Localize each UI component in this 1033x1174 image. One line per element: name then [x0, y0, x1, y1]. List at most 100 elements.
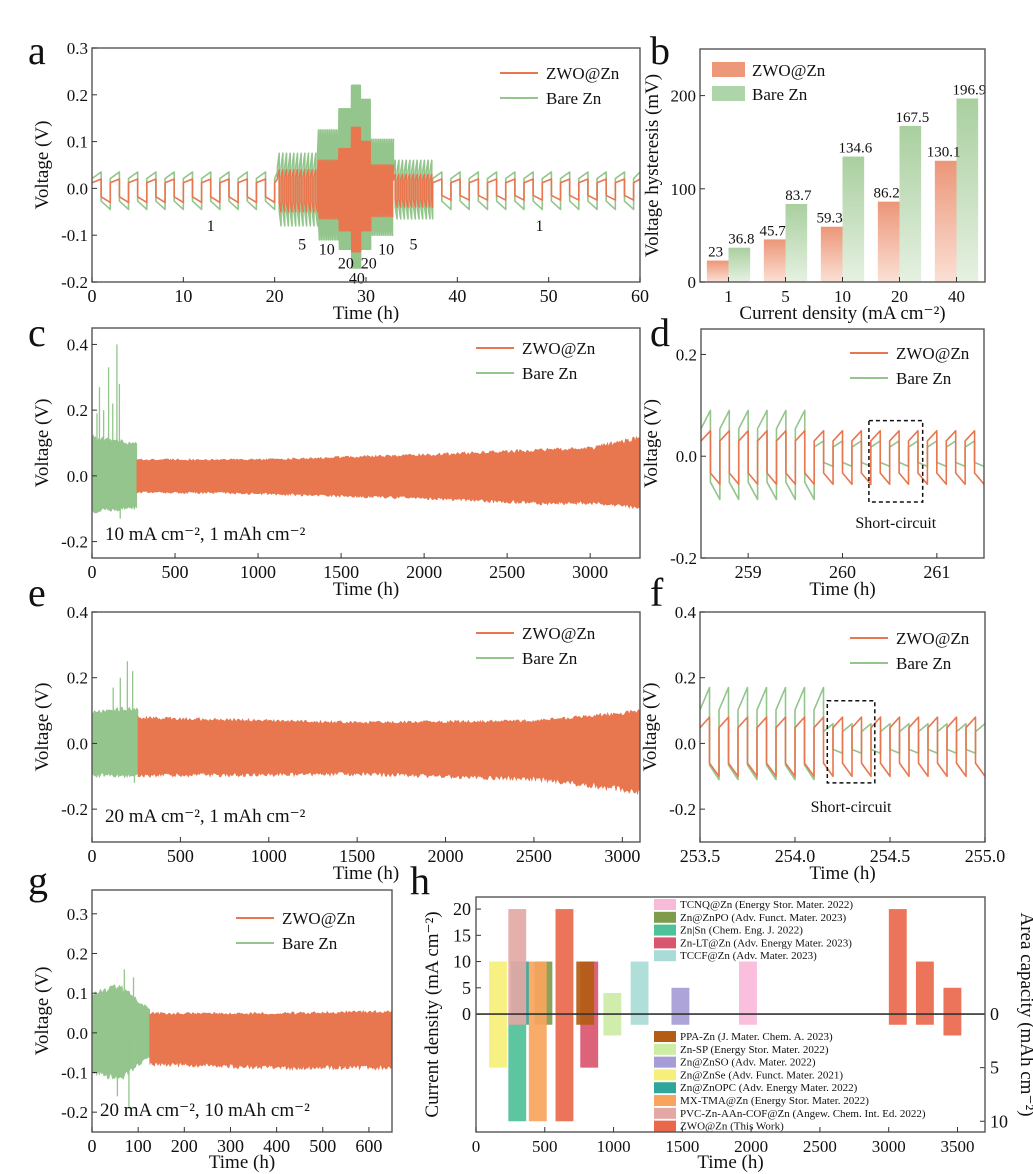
x-axis-title: Time (h) — [333, 863, 399, 884]
y-tick-label: 0 — [462, 1004, 471, 1024]
x-tick-label: 50 — [540, 286, 558, 306]
series-band-barezn — [92, 434, 138, 514]
legend-swatch — [654, 911, 676, 923]
panel-d: d Short-circuit 259 260 261 -0.2 0.0 0.2 Time (h… — [641, 310, 985, 600]
bar-value-label: 196.9 — [952, 82, 986, 98]
bar-zwo — [706, 260, 729, 282]
legend-entry: ZWO@Zn (This Work) — [680, 1121, 784, 1133]
series-band-zwozn — [136, 436, 640, 510]
x-tick-label: 1500 — [339, 846, 375, 866]
legend-swatch — [654, 1056, 676, 1068]
x-tick-label: 259 — [735, 562, 762, 582]
current-density-annotation: 10 — [319, 241, 335, 258]
bar-area-capacity — [576, 1014, 595, 1025]
y-tick-label: -0.2 — [61, 1103, 88, 1122]
bar-area-capacity — [508, 1014, 527, 1025]
x-tick-label: 1500 — [323, 562, 359, 582]
bar-current-density — [739, 961, 757, 1015]
y-tick-label: -0.1 — [61, 226, 88, 245]
legend-entry: ZWO@Zn — [522, 339, 596, 358]
y-tick-label: 0.2 — [67, 86, 88, 105]
legend-entry: ZWO@Zn — [522, 624, 596, 643]
axes-frame — [475, 896, 986, 1133]
y-axis-title: Voltage (V) — [641, 399, 662, 488]
plot-area — [92, 661, 640, 796]
y-right-tick-label: 5 — [990, 1058, 999, 1078]
legend-entry: Bare Zn — [282, 934, 338, 953]
legend-swatch — [712, 62, 745, 77]
y-tick-label: 0.4 — [67, 603, 89, 622]
y-tick-label: -0.2 — [61, 273, 88, 292]
x-axis-title: Time (h) — [209, 1152, 275, 1173]
x-tick-label: 3500 — [940, 1137, 974, 1156]
y-tick-label: 0.3 — [67, 39, 88, 58]
legend-swatch — [654, 1069, 676, 1081]
x-tick-label: 40 — [948, 287, 965, 306]
x-tick-label: 3000 — [604, 846, 640, 866]
x-tick-label: 1500 — [665, 1137, 699, 1156]
bar-current-density — [508, 909, 527, 1015]
bar-bare — [842, 156, 865, 282]
plot-area — [489, 909, 962, 1122]
axes-frame — [91, 327, 641, 559]
y-axis-title: Voltage (V) — [32, 683, 53, 772]
x-tick-label: 5 — [781, 287, 790, 306]
x-tick-label: 260 — [829, 562, 856, 582]
bar-value-label: 23 — [708, 245, 723, 261]
plot-area — [706, 98, 979, 282]
panel-label: g — [28, 858, 48, 903]
bar-current-density — [489, 961, 507, 1015]
current-density-annotation: 1 — [207, 218, 215, 235]
y-tick-label: -0.1 — [61, 1063, 88, 1082]
legend-entry: Bare Zn — [522, 364, 578, 383]
plot-area — [701, 409, 984, 501]
panel-f: f Short-circuit 253.5 254.0 254.5 255.0 -0.2 0.… — [640, 570, 1005, 884]
y-tick-label: 0.0 — [67, 734, 88, 753]
current-density-annotation: 20 — [338, 255, 354, 272]
y-right-tick-label: 10 — [990, 1111, 1008, 1131]
legend-entry: Bare Zn — [896, 654, 952, 673]
x-tick-label: 100 — [125, 1136, 152, 1156]
legend-entry: Zn@ZnSO (Adv. Mater. 2022) — [680, 1057, 816, 1069]
bar-value-label: 130.1 — [927, 145, 961, 161]
legend-swatch — [654, 1107, 676, 1119]
y-tick-label: 0.1 — [67, 133, 88, 152]
y-axis-title: Voltage (V) — [32, 399, 53, 488]
legend-entry: ZWO@Zn — [282, 909, 356, 928]
bar-current-density — [555, 909, 574, 1015]
x-tick-label: 1 — [724, 287, 733, 306]
x-axis-title: Current density (mA cm⁻²) — [739, 303, 945, 324]
short-circuit-label: Short-circuit — [855, 515, 936, 532]
series-band-barezn — [92, 706, 139, 779]
short-circuit-label: Short-circuit — [811, 799, 892, 816]
series-band-zwozn — [137, 708, 640, 796]
x-tick-label: 2500 — [803, 1137, 837, 1156]
bar-zwo — [934, 160, 957, 282]
y-tick-label: 15 — [453, 925, 471, 945]
legend-entry: ZWO@Zn — [896, 344, 970, 363]
bar-value-label: 134.6 — [838, 141, 872, 157]
y-tick-label: 0 — [688, 273, 697, 292]
x-tick-label: 10 — [834, 287, 851, 306]
x-axis-title: Time (h) — [809, 579, 875, 600]
current-density-annotation: 5 — [298, 237, 306, 254]
x-tick-label: 2500 — [489, 562, 525, 582]
x-tick-label: 600 — [355, 1136, 382, 1156]
bar-area-capacity — [943, 1014, 962, 1036]
y-axis-title: Voltage (V) — [640, 683, 661, 772]
bar-area-capacity — [630, 1014, 649, 1025]
legend-swatch — [654, 1120, 676, 1132]
bar-area-capacity — [915, 1014, 934, 1025]
legend-entry: Zn@ZnPO (Adv. Funct. Mater. 2023) — [680, 912, 846, 924]
axes-frame — [699, 48, 986, 283]
bar-area-capacity — [603, 1014, 622, 1036]
bar-current-density — [888, 909, 907, 1015]
legend-entry: Zn@ZnSe (Adv. Funct. Mater. 2021) — [680, 1069, 843, 1081]
short-circuit-highlight-box — [868, 419, 924, 503]
legend-swatch — [654, 1082, 676, 1094]
bar-value-label: 167.5 — [895, 110, 929, 126]
panel-label: d — [650, 310, 670, 355]
bar-area-capacity — [528, 1014, 547, 1122]
bar-bare — [728, 247, 751, 282]
x-tick-label: 2000 — [428, 846, 464, 866]
